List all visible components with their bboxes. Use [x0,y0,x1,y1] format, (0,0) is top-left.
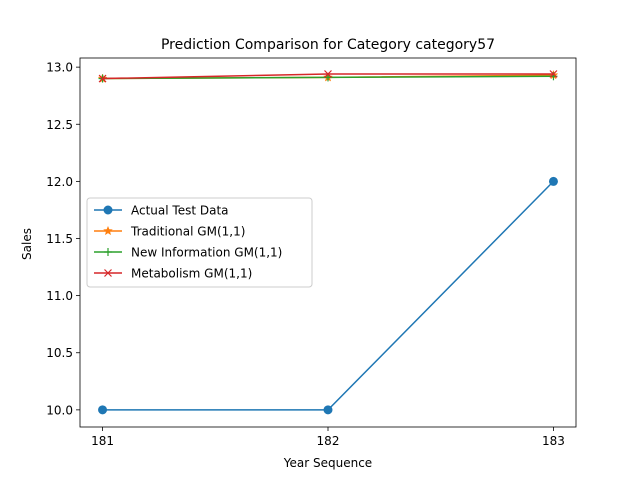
legend-label: Traditional GM(1,1) [130,225,245,239]
x-tick-label: 181 [91,434,114,448]
y-axis-label: Sales [20,228,34,260]
x-tick-label: 182 [317,434,340,448]
legend-item: New Information GM(1,1) [94,246,282,260]
chart-title: Prediction Comparison for Category categ… [161,37,495,53]
legend-item: Actual Test Data [94,204,229,218]
legend-marker [104,248,112,256]
legend-item: Metabolism GM(1,1) [94,267,252,281]
legend-marker [104,269,112,277]
y-tick-label: 10.5 [46,346,73,360]
legend-label: Metabolism GM(1,1) [131,267,252,281]
y-tick-label: 11.0 [46,289,73,303]
legend: Actual Test Data Traditional GM(1,1) New I… [86,197,313,288]
legend-marker [103,225,113,236]
legend-item: Traditional GM(1,1) [94,225,245,239]
data-point [98,74,107,83]
data-point [548,176,558,186]
y-tick-label: 13.0 [46,61,73,75]
data-point [324,70,332,78]
legend-marker [103,205,113,215]
legend-frame [86,197,313,288]
data-point [323,405,333,415]
series-0 [98,176,558,415]
y-tick-label: 11.5 [46,232,73,246]
legend-label: Actual Test Data [131,204,229,218]
y-tick-label: 12.0 [46,175,73,189]
y-tick-label: 12.5 [46,118,73,132]
series-layer [97,69,559,415]
series-3 [98,70,558,83]
legend-label: New Information GM(1,1) [131,246,282,260]
ticks-layer: 181 182 183 10.0 10.5 11.0 11.5 12.0 12.5 13.0 [46,61,565,448]
x-tick-label: 183 [542,434,565,448]
data-point [98,405,108,415]
data-point [549,70,558,78]
y-tick-label: 10.0 [46,403,73,417]
x-axis-label: Year Sequence [283,456,372,470]
